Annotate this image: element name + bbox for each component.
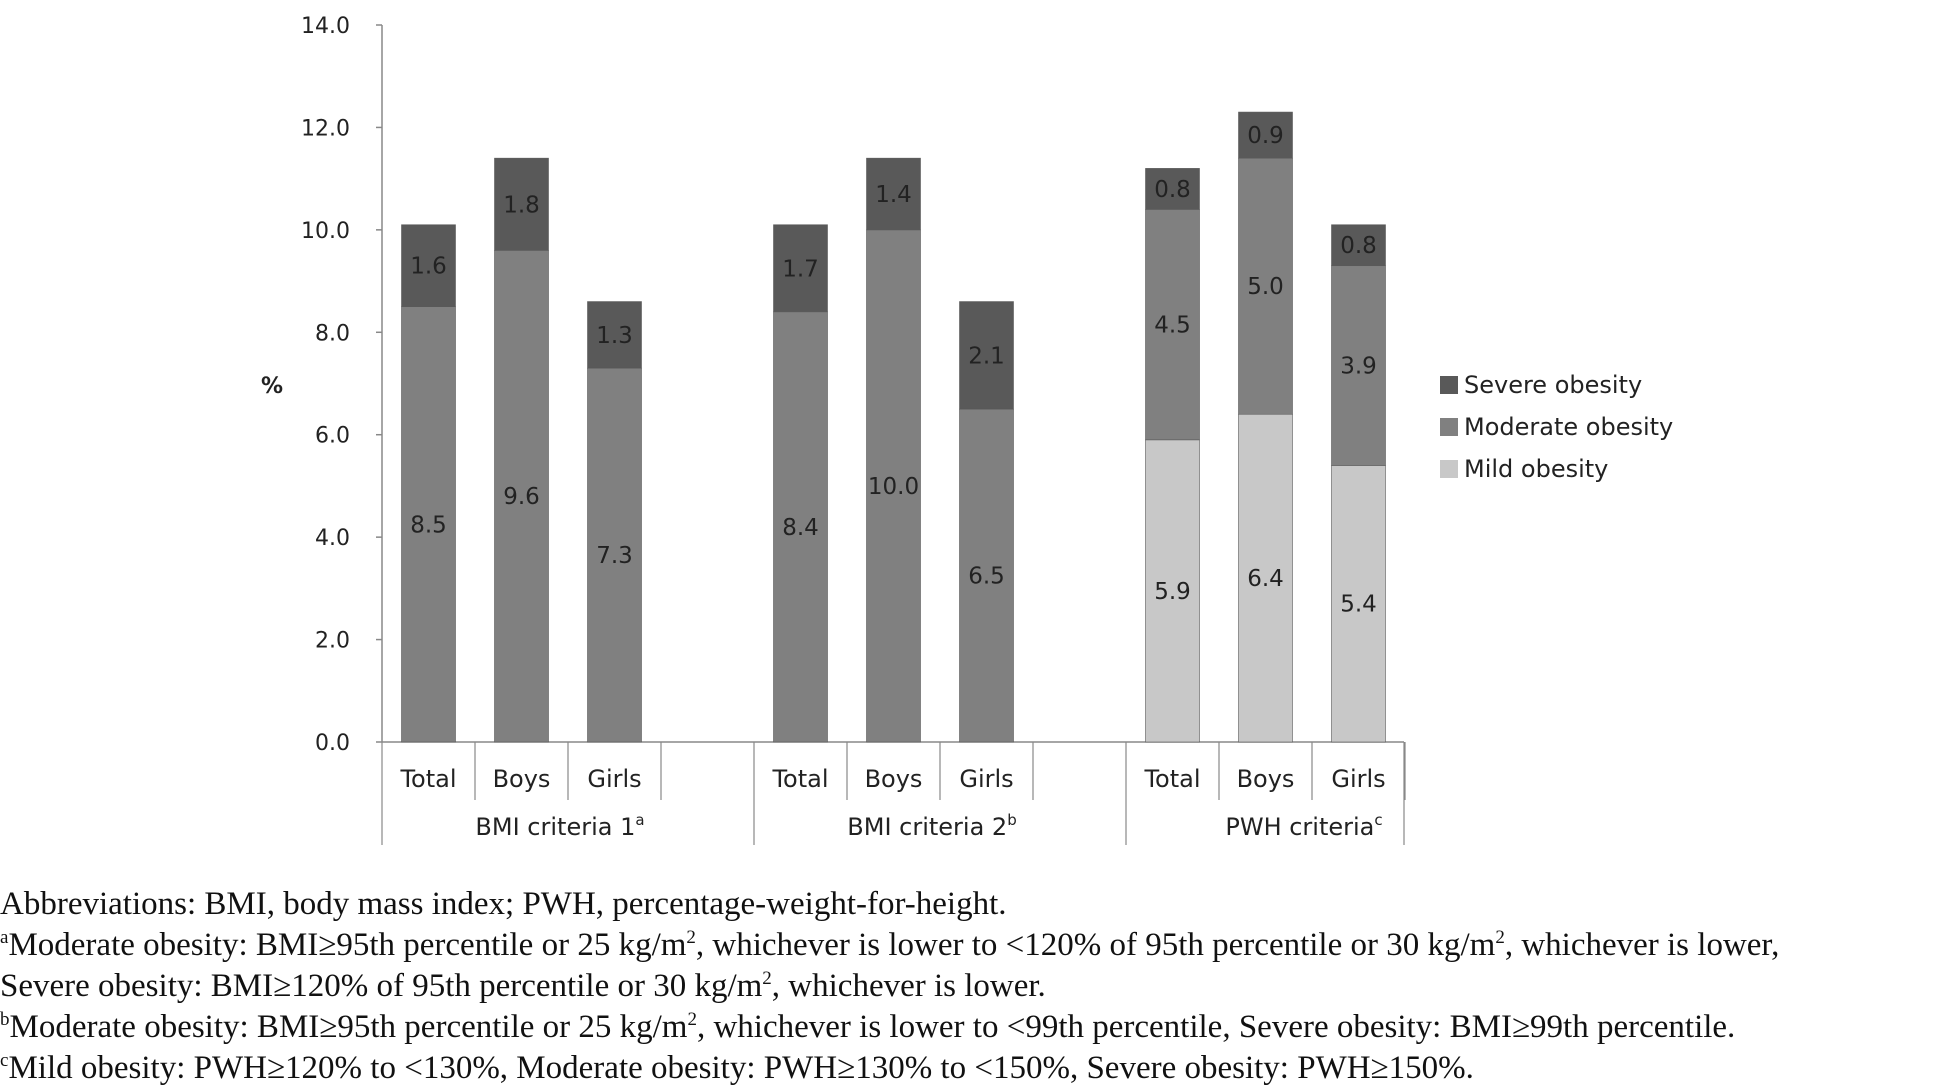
y-tick-label: 14.0: [301, 14, 350, 39]
y-tick-label: 0.0: [315, 731, 350, 756]
category-label: Girls: [1331, 765, 1385, 793]
category-label: Girls: [959, 765, 1013, 793]
bar-segment-mild-obesity: [1238, 413, 1293, 743]
abbreviations-note: Abbreviations: BMI, body mass index; PWH…: [0, 884, 1935, 925]
legend-swatch: [1440, 460, 1458, 478]
legend-label: Moderate obesity: [1464, 413, 1673, 441]
data-label: 5.0: [1247, 274, 1284, 300]
footnote-a-marker: a: [0, 927, 9, 948]
group-label: BMI criteria 2b: [847, 811, 1016, 841]
category-label: Total: [771, 765, 828, 793]
legend-swatch: [1440, 418, 1458, 436]
bar-segment-moderate-obesity: [866, 229, 921, 743]
bars: 8.5 1.6 9.6 1.8 7.3 1.3 8.4 1.7 10.0 1.4 6.5 2.1 5.9…: [401, 111, 1386, 743]
data-label: 8.5: [410, 512, 447, 538]
bar-segment-moderate-obesity: [1331, 265, 1386, 466]
data-label: 1.8: [503, 192, 540, 218]
footnote-c-marker: c: [0, 1050, 9, 1071]
bar-segment-mild-obesity: [1145, 439, 1200, 743]
data-label: 0.9: [1247, 123, 1284, 149]
data-label: 5.9: [1154, 579, 1191, 605]
category-label: Total: [1143, 765, 1200, 793]
group-label: PWH criteriac: [1225, 811, 1382, 841]
legend-label: Severe obesity: [1464, 371, 1642, 399]
bar-segment-moderate-obesity: [1238, 157, 1293, 415]
footnote-b-text-2: , whichever is lower to <99th percentile…: [696, 1009, 1736, 1045]
stacked-bar-chart: 0.0 2.0 4.0 6.0 8.0 10.0 12.0 14.0% 8.5 1.6 9.6 1.…: [261, 14, 1673, 845]
group-label: BMI criteria 1a: [475, 811, 644, 841]
footnote-a-exp-3: 2: [762, 968, 772, 989]
y-tick-label: 12.0: [301, 116, 350, 141]
y-tick-label: 6.0: [315, 424, 350, 449]
legend-swatch: [1440, 376, 1458, 394]
category-label: Boys: [865, 765, 923, 793]
footnote-a-line2: Severe obesity: BMI≥120% of 95th percent…: [0, 966, 1935, 1007]
bar-segment-moderate-obesity: [773, 311, 828, 743]
y-axis-label: %: [261, 374, 283, 399]
footnote-a-text-3: , whichever is lower,: [1504, 927, 1780, 963]
bar-segment-moderate-obesity: [494, 250, 549, 743]
footnote-a-exp-2: 2: [1495, 927, 1505, 948]
group-label-superscript: c: [1374, 811, 1382, 829]
footnote-a-exp-1: 2: [686, 927, 696, 948]
bar-segment-severe-obesity: [959, 301, 1014, 410]
bar-segment-mild-obesity: [1331, 465, 1386, 743]
bar-segment-moderate-obesity: [401, 306, 456, 743]
footnote-a-text-4: Severe obesity: BMI≥120% of 95th percent…: [0, 968, 763, 1004]
data-label: 1.7: [782, 256, 819, 282]
category-label: Boys: [493, 765, 551, 793]
footnote-a-text-2: , whichever is lower to <120% of 95th pe…: [695, 927, 1496, 963]
legend: Severe obesity Moderate obesity Mild obesi…: [1440, 371, 1673, 483]
bar-segment-moderate-obesity: [1145, 209, 1200, 441]
bar-segment-severe-obesity: [1238, 111, 1293, 159]
footnotes: Abbreviations: BMI, body mass index; PWH…: [0, 884, 1935, 1089]
bar-segment-moderate-obesity: [959, 408, 1014, 743]
bar-segment-severe-obesity: [1331, 224, 1386, 267]
data-label: 0.8: [1154, 177, 1191, 203]
data-label: 0.8: [1340, 233, 1377, 259]
data-label: 1.6: [410, 254, 447, 280]
bar-segment-severe-obesity: [494, 157, 549, 251]
bar-segment-severe-obesity: [401, 224, 456, 307]
data-label: 2.1: [968, 343, 1005, 369]
footnote-b: bModerate obesity: BMI≥95th percentile o…: [0, 1007, 1935, 1048]
footnote-a-line1: aModerate obesity: BMI≥95th percentile o…: [0, 925, 1935, 966]
data-label: 1.4: [875, 182, 912, 208]
footnote-b-marker: b: [0, 1009, 10, 1030]
axes: 0.0 2.0 4.0 6.0 8.0 10.0 12.0 14.0%: [261, 14, 1404, 756]
abbreviations-text: Abbreviations: BMI, body mass index; PWH…: [0, 886, 1007, 922]
data-label: 3.9: [1340, 354, 1377, 380]
bar-segment-severe-obesity: [773, 224, 828, 313]
bar-segment-moderate-obesity: [587, 367, 642, 743]
bar-segment-severe-obesity: [587, 301, 642, 369]
data-label: 4.5: [1154, 313, 1191, 339]
bar-segment-severe-obesity: [1145, 168, 1200, 210]
footnote-c: cMild obesity: PWH≥120% to <130%, Modera…: [0, 1048, 1935, 1089]
y-tick-label: 2.0: [315, 629, 350, 654]
data-label: 10.0: [868, 474, 919, 500]
group-label-superscript: b: [1007, 811, 1017, 829]
footnote-b-text-1: Moderate obesity: BMI≥95th percentile or…: [9, 1009, 688, 1045]
legend-label: Mild obesity: [1464, 455, 1608, 483]
category-label: Boys: [1237, 765, 1295, 793]
data-label: 6.4: [1247, 566, 1284, 592]
y-tick-label: 4.0: [315, 526, 350, 551]
footnote-c-text: Mild obesity: PWH≥120% to <130%, Moderat…: [8, 1050, 1474, 1086]
x-axis: Total Boys Girls BMI criteria 1a Total Boys Gi…: [381, 742, 1406, 845]
category-label: Girls: [587, 765, 641, 793]
data-label: 6.5: [968, 564, 1005, 590]
y-tick-label: 8.0: [315, 321, 350, 346]
footnote-a-text-1: Moderate obesity: BMI≥95th percentile or…: [8, 927, 687, 963]
bar-segment-severe-obesity: [866, 157, 921, 231]
footnote-b-exp: 2: [687, 1009, 697, 1030]
data-label: 1.3: [596, 323, 633, 349]
y-tick-label: 10.0: [301, 219, 350, 244]
data-label: 9.6: [503, 484, 540, 510]
data-label: 8.4: [782, 515, 819, 541]
category-label: Total: [399, 765, 456, 793]
data-label: 7.3: [596, 543, 633, 569]
data-label: 5.4: [1340, 592, 1377, 618]
footnote-a-text-5: , whichever is lower.: [771, 968, 1046, 1004]
group-label-superscript: a: [635, 811, 644, 829]
